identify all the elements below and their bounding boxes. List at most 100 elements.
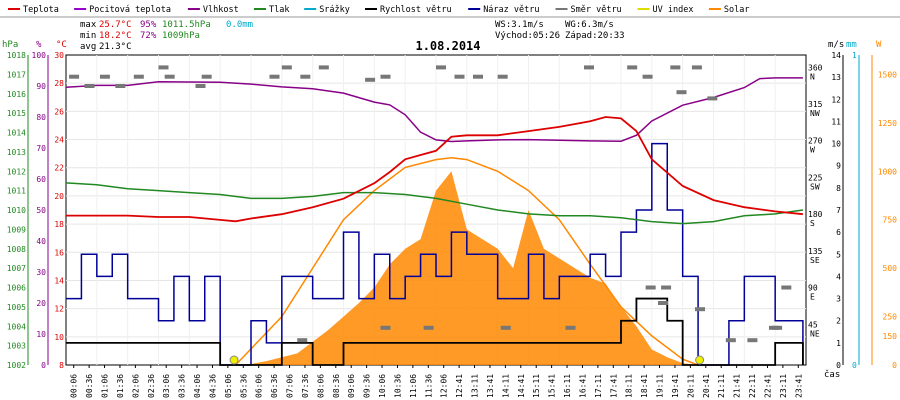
wind-direction-mark [565,325,576,330]
wind-direction-mark [658,301,668,305]
axis-dir-tick: 135 [808,247,823,256]
x-tick-label: 13:11 [471,374,480,398]
x-tick-label: 13:41 [486,374,495,398]
axis-mm-tick: 1 [852,51,857,60]
wind-direction-mark [473,74,483,79]
series-wind-speed [66,297,804,366]
axis-wm2-tick: 0 [892,361,897,370]
wind-direction-mark [380,325,391,330]
axis-ms-tick: 4 [836,272,841,281]
wind-direction-mark [676,90,687,95]
axis-dir-tick: 90 [808,284,818,293]
axis-ms-tick: 10 [831,140,841,149]
wind-ws: WS:3.1m/s [495,20,544,30]
series-solar-clear-sky [235,156,699,366]
axis-hpa-tick: 1010 [7,206,26,215]
wind-direction-mark [69,74,80,79]
x-tick-label: 19:11 [656,374,665,398]
chart-title: 1.08.2014 [415,39,480,53]
axis-hpa-tick: 1007 [7,264,26,273]
legend-label-3: Tlak [269,5,289,15]
x-tick-label: 07:36 [301,374,310,398]
x-tick-label: 14:11 [501,374,510,398]
x-tick-label: 01:36 [116,374,125,398]
x-tick-label: 12:06 [440,374,449,398]
axis-degc-tick: 24 [54,136,64,145]
x-tick-label: 15:11 [532,374,541,398]
sunrise-time: Východ:05:26 [495,31,560,41]
axis-pct-tick: 30 [36,268,46,277]
wind-direction-mark [318,65,329,70]
axis-ms-tick: 6 [836,228,841,237]
axis-ms-tick: 1 [836,339,841,348]
x-tick-label: 17:11 [594,374,603,398]
axis-ms-tick: 12 [831,95,841,104]
x-tick-label: 03:36 [178,374,187,398]
wind-direction-mark [454,74,465,79]
legend-label-0: Teplota [23,5,59,15]
legend-label-6: Náraz větru [483,5,539,15]
axis-hpa-tick: 1009 [7,225,26,234]
wind-direction-mark [661,285,672,290]
stats-max-temp: 25.7°C [99,20,132,30]
axis-mm-tick: 0 [852,361,857,370]
series-solar-area [235,171,699,365]
x-tick-label: 16:41 [578,374,587,398]
x-tick-label: 14:41 [517,374,526,398]
wind-direction-mark [695,307,705,312]
x-tick-label: 18:41 [640,374,649,398]
wind-direction-mark [436,65,446,70]
axis-mm-label: mm [846,40,857,50]
x-tick-label: 11:36 [424,374,433,398]
axis-degc-tick: 20 [54,192,64,201]
axis-pct-tick: 0 [41,361,46,370]
axis-pct-tick: 80 [36,113,46,122]
axis-ms-tick: 7 [836,206,841,215]
series-temperature [66,116,803,223]
wind-direction-mark [300,74,311,79]
x-tick-label: 04:36 [208,374,217,398]
axis-ms-tick: 2 [836,317,841,326]
x-tick-label: 18:11 [625,374,634,398]
axis-wm2-tick: 750 [883,216,898,225]
x-tick-label: 20:41 [702,374,711,398]
axis-ms-tick: 13 [831,73,841,82]
x-tick-label: 19:41 [671,374,680,398]
axis-pct-tick: 90 [36,82,46,91]
axis-dir-tick: 270 [808,137,823,146]
axis-ms-tick: 9 [836,162,841,171]
x-tick-label: 06:06 [255,374,264,398]
axis-dir-tick: SW [810,182,820,191]
wind-direction-mark [297,338,308,343]
x-tick-label: 23:41 [794,374,803,398]
axis-degc-tick: 10 [54,333,64,342]
x-axis-label: čas [824,369,840,380]
x-tick-label: 07:06 [286,374,295,398]
axis-degc-tick: 26 [54,107,64,116]
x-tick-label: 00:06 [70,374,79,398]
axis-dir-tick: 315 [808,100,823,109]
stats-min-label: min [80,31,96,41]
x-tick-label: 22:41 [763,374,772,398]
x-tick-label: 23:11 [779,374,788,398]
axis-wm2-tick: 150 [883,332,898,341]
axis-dir-tick: 225 [808,173,823,182]
legend-label-5: Rychlost větru [380,5,452,15]
axis-hpa-tick: 1008 [7,245,26,254]
x-tick-label: 22:11 [748,374,757,398]
wind-direction-mark [747,338,758,343]
x-tick-label: 15:41 [548,374,557,398]
wind-direction-mark [99,74,110,79]
axis-wm2-tick: 1000 [878,167,897,176]
x-tick-label: 03:06 [162,374,171,398]
wind-direction-mark [195,84,206,88]
x-tick-label: 08:06 [316,374,325,398]
wind-direction-mark [772,325,783,330]
axis-degc-tick: 16 [54,248,64,257]
stats-max-hum: 95% [140,20,157,30]
x-tick-label: 09:36 [363,374,372,398]
axis-hpa-tick: 1016 [7,90,26,99]
sunset-marker [695,355,705,365]
wind-direction-mark [642,74,653,79]
